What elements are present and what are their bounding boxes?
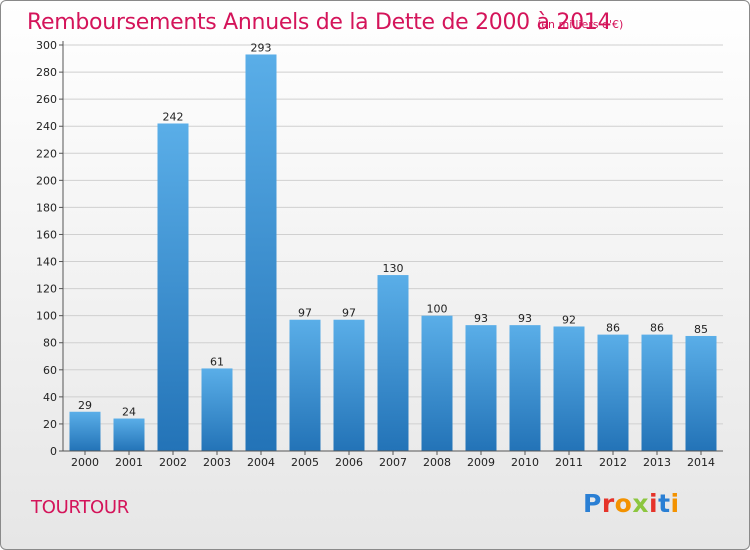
bar-2004 xyxy=(245,54,277,452)
place-name: TOURTOUR xyxy=(31,497,129,518)
x-tick-label-2009: 2009 xyxy=(467,456,495,469)
value-label-2010: 93 xyxy=(518,312,532,325)
value-label-2009: 93 xyxy=(474,312,488,325)
bar-2010 xyxy=(509,325,541,451)
y-tick-label: 120 xyxy=(36,283,57,296)
logo-letter: P xyxy=(583,489,602,518)
bar-2014 xyxy=(685,335,717,451)
value-label-2002: 242 xyxy=(163,110,184,123)
value-label-2012: 86 xyxy=(606,322,620,335)
chart-title: Remboursements Annuels de la Dette de 20… xyxy=(27,10,612,35)
bar-2007 xyxy=(377,275,409,451)
y-tick-label: 160 xyxy=(36,228,57,241)
x-tick-label-2000: 2000 xyxy=(71,456,99,469)
x-tick-label-2007: 2007 xyxy=(379,456,407,469)
value-label-2013: 86 xyxy=(650,322,664,335)
x-tick-label-2010: 2010 xyxy=(511,456,539,469)
bar-2012 xyxy=(597,334,629,451)
x-tick-label-2014: 2014 xyxy=(687,456,715,469)
x-tick-label-2011: 2011 xyxy=(555,456,583,469)
y-tick-label: 0 xyxy=(50,445,57,458)
bar-2003 xyxy=(201,368,233,451)
bar-2000 xyxy=(69,411,101,451)
y-tick-label: 40 xyxy=(43,391,57,404)
y-tick-label: 260 xyxy=(36,93,57,106)
y-tick-label: 240 xyxy=(36,120,57,133)
x-tick-label-2008: 2008 xyxy=(423,456,451,469)
y-tick-label: 220 xyxy=(36,147,57,160)
proxiti-logo: Proxiti xyxy=(583,489,680,518)
y-tick-label: 200 xyxy=(36,174,57,187)
y-tick-label: 100 xyxy=(36,310,57,323)
x-tick-label-2005: 2005 xyxy=(291,456,319,469)
x-tick-label-2006: 2006 xyxy=(335,456,363,469)
value-label-2003: 61 xyxy=(210,355,224,368)
y-tick-label: 180 xyxy=(36,201,57,214)
unit-note: (en milliers d'€) xyxy=(537,18,624,31)
logo-letter: i xyxy=(649,489,659,518)
value-label-2014: 85 xyxy=(694,323,708,336)
logo-letter: x xyxy=(632,489,649,518)
logo-letter: r xyxy=(601,489,615,518)
value-label-2006: 97 xyxy=(342,307,356,320)
bar-2008 xyxy=(421,315,453,451)
bar-2011 xyxy=(553,326,585,451)
value-label-2001: 24 xyxy=(122,406,136,419)
x-tick-label-2002: 2002 xyxy=(159,456,187,469)
y-tick-label: 20 xyxy=(43,418,57,431)
x-tick-label-2012: 2012 xyxy=(599,456,627,469)
value-label-2008: 100 xyxy=(427,303,448,316)
x-tick-label-2013: 2013 xyxy=(643,456,671,469)
bar-2013 xyxy=(641,334,673,451)
bar-2002 xyxy=(157,123,189,451)
y-tick-label: 300 xyxy=(36,39,57,52)
y-tick-label: 280 xyxy=(36,66,57,79)
bar-2001 xyxy=(113,418,145,451)
y-tick-label: 140 xyxy=(36,256,57,269)
logo-letter: t xyxy=(658,489,671,518)
value-label-2011: 92 xyxy=(562,313,576,326)
value-label-2007: 130 xyxy=(383,262,404,275)
value-label-2004: 293 xyxy=(251,41,272,54)
y-tick-label: 80 xyxy=(43,337,57,350)
bar-2006 xyxy=(333,319,365,451)
x-tick-label-2004: 2004 xyxy=(247,456,275,469)
logo-letter: i xyxy=(670,489,680,518)
value-label-2000: 29 xyxy=(78,399,92,412)
x-tick-label-2001: 2001 xyxy=(115,456,143,469)
bar-2005 xyxy=(289,319,321,451)
value-label-2005: 97 xyxy=(298,307,312,320)
x-tick-label-2003: 2003 xyxy=(203,456,231,469)
bar-2009 xyxy=(465,325,497,451)
y-tick-label: 60 xyxy=(43,364,57,377)
logo-letter: o xyxy=(614,489,633,518)
